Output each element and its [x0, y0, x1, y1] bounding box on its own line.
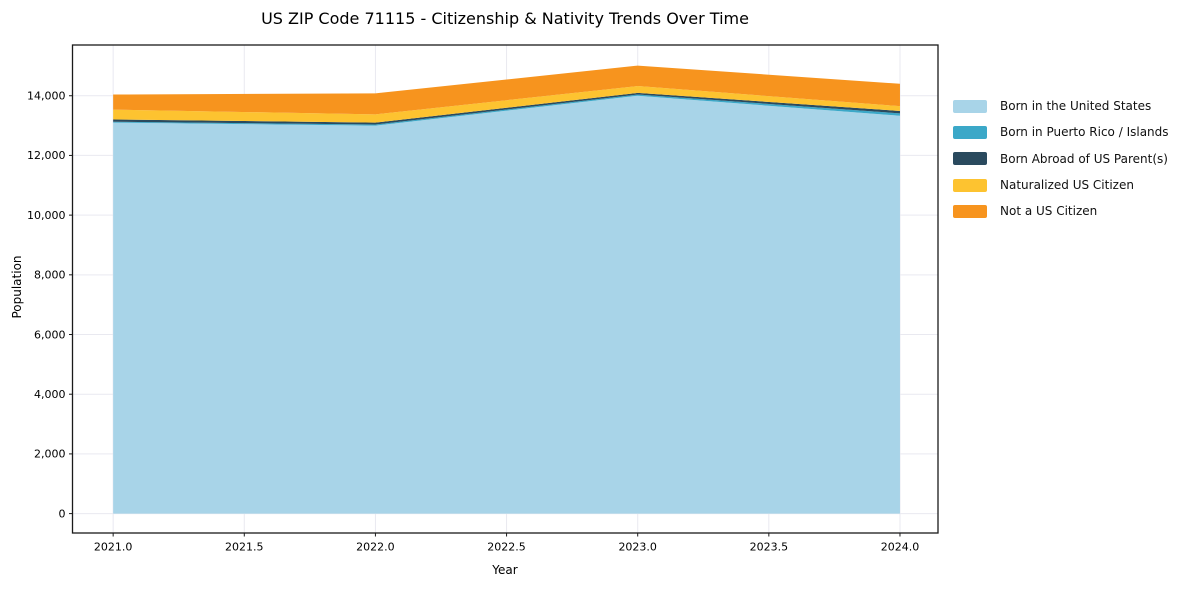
area-series-1: [113, 94, 900, 126]
axis-tick-labels: 2021.0 2021.5 2022.0 2022.5 2023.0 2023.5 2024…: [27, 90, 919, 554]
legend-item: Naturalized US Citizen: [953, 172, 1169, 198]
legend-label: Born Abroad of US Parent(s): [1000, 151, 1168, 166]
area-series-4: [113, 65, 900, 115]
y-tick-label: 14,000: [27, 90, 66, 103]
y-tick-label: 4,000: [34, 388, 66, 401]
x-tick-label: 2023.0: [618, 541, 657, 554]
legend-swatch-born-pr: [953, 125, 987, 139]
legend-swatch-born-abroad: [953, 152, 987, 166]
y-tick-label: 6,000: [34, 328, 66, 341]
x-tick-label: 2021.0: [94, 541, 133, 554]
legend-item: Not a US Citizen: [953, 198, 1169, 224]
legend-label: Naturalized US Citizen: [1000, 178, 1134, 193]
legend-swatch-not-citizen: [953, 204, 987, 218]
y-tick-label: 8,000: [34, 269, 66, 282]
legend-swatch-naturalized: [953, 178, 987, 192]
y-tick-label: 2,000: [34, 448, 66, 461]
legend-label: Born in the United States: [1000, 99, 1152, 114]
legend-label: Not a US Citizen: [1000, 204, 1098, 219]
x-axis-label: Year: [492, 563, 518, 577]
legend-label: Born in Puerto Rico / Islands: [1000, 125, 1169, 140]
x-tick-label: 2023.5: [750, 541, 789, 554]
y-tick-label: 10,000: [27, 209, 66, 222]
x-tick-label: 2021.5: [225, 541, 264, 554]
x-tick-label: 2024.0: [881, 541, 920, 554]
legend-item: Born Abroad of US Parent(s): [953, 146, 1169, 172]
legend-swatch-born-us: [953, 99, 987, 113]
axis-ticks: [69, 95, 901, 537]
legend: Born in the United States Born in Puerto…: [953, 93, 1169, 224]
y-tick-label: 0: [59, 507, 66, 520]
y-tick-label: 12,000: [27, 149, 66, 162]
area-series-2: [113, 92, 900, 125]
legend-item: Born in Puerto Rico / Islands: [953, 119, 1169, 145]
chart-title: US ZIP Code 71115 - Citizenship & Nativi…: [261, 9, 749, 28]
area-series-3: [113, 86, 900, 123]
x-tick-label: 2022.5: [487, 541, 526, 554]
y-axis-label: Population: [10, 255, 24, 319]
area-series-0: [113, 95, 900, 514]
plot-border: [71, 44, 939, 534]
legend-item: Born in the United States: [953, 93, 1169, 119]
x-tick-label: 2022.0: [356, 541, 395, 554]
